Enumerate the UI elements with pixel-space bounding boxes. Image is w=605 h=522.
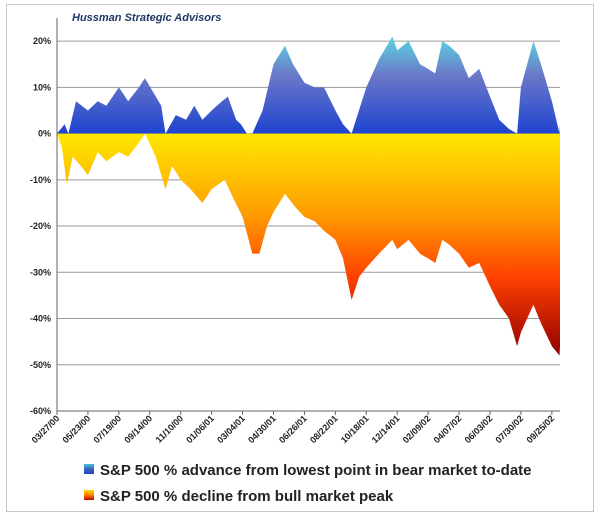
x-tick-label: 03/27/00 xyxy=(30,413,62,445)
x-tick-label: 04/30/01 xyxy=(246,413,278,445)
x-tick-label: 07/19/00 xyxy=(91,413,123,445)
x-tick-label: 12/14/01 xyxy=(370,413,402,445)
x-tick-label: 03/04/01 xyxy=(215,413,247,445)
series-area-advance xyxy=(57,36,560,134)
x-tick-label: 02/09/02 xyxy=(401,413,433,445)
legend-item-decline: S&P 500 % decline from bull market peak xyxy=(84,488,393,505)
x-tick-label: 09/25/02 xyxy=(524,413,556,445)
y-tick-label: -50% xyxy=(30,360,51,370)
chart-title: Hussman Strategic Advisors xyxy=(72,12,222,24)
x-tick-label: 10/18/01 xyxy=(339,413,371,445)
legend-item-advance: S&P 500 % advance from lowest point in b… xyxy=(84,462,532,479)
y-tick-label: -20% xyxy=(30,221,51,231)
x-tick-label: 09/14/00 xyxy=(122,413,154,445)
x-tick-label: 01/06/01 xyxy=(184,413,216,445)
legend-label-advance: S&P 500 % advance from lowest point in b… xyxy=(100,462,532,479)
series-area-decline xyxy=(57,133,560,356)
y-tick-label: 20% xyxy=(33,36,51,46)
y-tick-label: 0% xyxy=(38,129,51,139)
y-tick-label: -40% xyxy=(30,314,51,324)
legend-swatch-red xyxy=(84,490,94,501)
x-tick-label: 05/23/00 xyxy=(60,413,92,445)
y-tick-label: -30% xyxy=(30,267,51,277)
x-tick-label: 06/03/02 xyxy=(463,413,495,445)
legend-label-decline: S&P 500 % decline from bull market peak xyxy=(100,488,394,505)
x-tick-label: 06/26/01 xyxy=(277,413,309,445)
y-tick-label: -60% xyxy=(30,406,51,416)
x-tick-label: 04/07/02 xyxy=(432,413,464,445)
x-tick-label: 11/10/00 xyxy=(154,413,185,444)
y-tick-label: 10% xyxy=(33,82,51,92)
x-tick-label: 08/22/01 xyxy=(308,413,340,445)
legend-swatch-blue xyxy=(84,464,94,475)
y-tick-label: -10% xyxy=(30,175,51,185)
x-tick-label: 07/30/02 xyxy=(493,413,525,445)
